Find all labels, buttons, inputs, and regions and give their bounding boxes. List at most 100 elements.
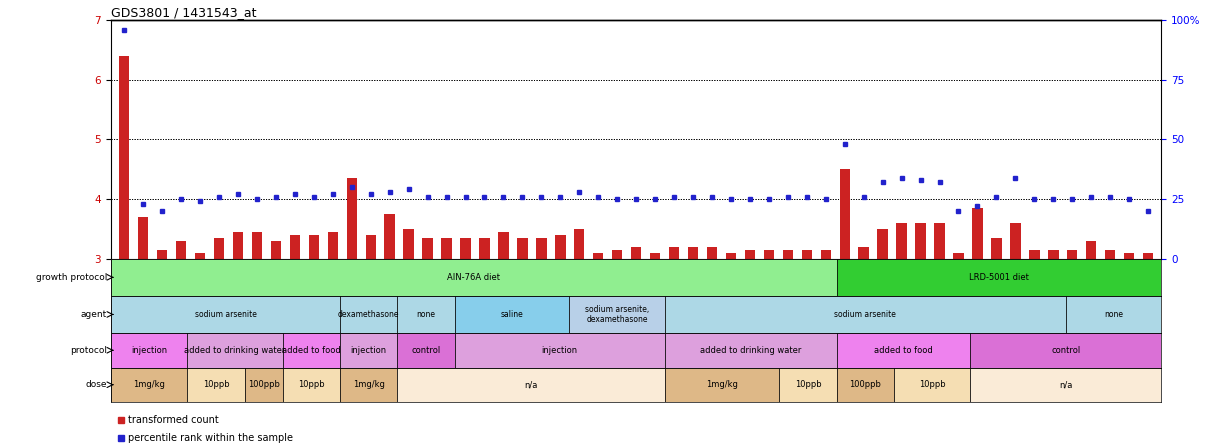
- Text: injection: injection: [351, 346, 387, 355]
- Text: none: none: [416, 310, 435, 319]
- Bar: [935, 223, 944, 259]
- Bar: [213, 238, 224, 259]
- Text: 100ppb: 100ppb: [247, 380, 280, 389]
- Text: sodium arsenite,
dexamethasone: sodium arsenite, dexamethasone: [585, 305, 649, 324]
- Bar: [1011, 223, 1020, 259]
- Bar: [233, 232, 244, 259]
- Bar: [1048, 250, 1059, 259]
- Text: added to food: added to food: [282, 346, 341, 355]
- Bar: [119, 56, 129, 259]
- Bar: [270, 241, 281, 259]
- Text: added to drinking water: added to drinking water: [185, 346, 286, 355]
- Bar: [137, 217, 148, 259]
- Bar: [783, 250, 794, 259]
- Bar: [1066, 296, 1161, 333]
- Bar: [111, 333, 187, 368]
- Text: injection: injection: [541, 346, 578, 355]
- Bar: [455, 333, 665, 368]
- Bar: [498, 232, 509, 259]
- Text: 10ppb: 10ppb: [795, 380, 821, 389]
- Bar: [878, 229, 888, 259]
- Text: protocol: protocol: [70, 346, 107, 355]
- Bar: [971, 368, 1161, 402]
- Bar: [745, 250, 755, 259]
- Bar: [726, 253, 736, 259]
- Text: sodium arsenite: sodium arsenite: [835, 310, 896, 319]
- Bar: [398, 368, 665, 402]
- Bar: [837, 259, 1161, 296]
- Bar: [187, 368, 245, 402]
- Text: growth protocol: growth protocol: [36, 273, 107, 282]
- Text: agent: agent: [81, 310, 107, 319]
- Bar: [802, 250, 812, 259]
- Bar: [1143, 253, 1153, 259]
- Bar: [455, 296, 569, 333]
- Text: 10ppb: 10ppb: [298, 380, 324, 389]
- Bar: [953, 253, 964, 259]
- Text: 1mg/kg: 1mg/kg: [353, 380, 385, 389]
- Text: 1mg/kg: 1mg/kg: [133, 380, 165, 389]
- Bar: [289, 235, 300, 259]
- Bar: [385, 214, 394, 259]
- Bar: [479, 238, 490, 259]
- Text: added to drinking water: added to drinking water: [699, 346, 802, 355]
- Bar: [915, 223, 926, 259]
- Bar: [111, 296, 340, 333]
- Bar: [763, 250, 774, 259]
- Bar: [245, 368, 283, 402]
- Text: control: control: [1052, 346, 1081, 355]
- Text: dexamethasone: dexamethasone: [338, 310, 399, 319]
- Bar: [537, 238, 546, 259]
- Bar: [611, 250, 622, 259]
- Bar: [398, 296, 455, 333]
- Text: GDS3801 / 1431543_at: GDS3801 / 1431543_at: [111, 6, 257, 19]
- Bar: [569, 296, 665, 333]
- Bar: [820, 250, 831, 259]
- Bar: [593, 253, 603, 259]
- Bar: [283, 333, 340, 368]
- Bar: [1087, 241, 1096, 259]
- Text: dose: dose: [86, 380, 107, 389]
- Bar: [176, 241, 186, 259]
- Text: AIN-76A diet: AIN-76A diet: [447, 273, 500, 282]
- Text: transformed count: transformed count: [128, 415, 219, 425]
- Bar: [991, 238, 1002, 259]
- Bar: [837, 368, 894, 402]
- Bar: [111, 259, 837, 296]
- Bar: [398, 333, 455, 368]
- Bar: [404, 229, 414, 259]
- Bar: [707, 247, 718, 259]
- Bar: [340, 333, 398, 368]
- Bar: [365, 235, 376, 259]
- Bar: [669, 247, 679, 259]
- Bar: [157, 250, 168, 259]
- Text: 10ppb: 10ppb: [919, 380, 946, 389]
- Bar: [555, 235, 566, 259]
- Bar: [283, 368, 340, 402]
- Bar: [894, 368, 971, 402]
- Text: percentile rank within the sample: percentile rank within the sample: [128, 433, 293, 443]
- Text: 1mg/kg: 1mg/kg: [707, 380, 738, 389]
- Bar: [837, 333, 971, 368]
- Bar: [461, 238, 470, 259]
- Bar: [1105, 250, 1116, 259]
- Bar: [187, 333, 283, 368]
- Bar: [340, 296, 398, 333]
- Bar: [441, 238, 452, 259]
- Bar: [665, 333, 837, 368]
- Bar: [422, 238, 433, 259]
- Text: LRD-5001 diet: LRD-5001 diet: [970, 273, 1029, 282]
- Bar: [517, 238, 527, 259]
- Text: n/a: n/a: [1059, 380, 1072, 389]
- Bar: [340, 368, 398, 402]
- Bar: [779, 368, 837, 402]
- Bar: [1067, 250, 1077, 259]
- Bar: [859, 247, 868, 259]
- Bar: [346, 178, 357, 259]
- Bar: [111, 368, 187, 402]
- Bar: [650, 253, 661, 259]
- Text: 10ppb: 10ppb: [203, 380, 229, 389]
- Text: injection: injection: [131, 346, 168, 355]
- Bar: [195, 253, 205, 259]
- Bar: [971, 333, 1161, 368]
